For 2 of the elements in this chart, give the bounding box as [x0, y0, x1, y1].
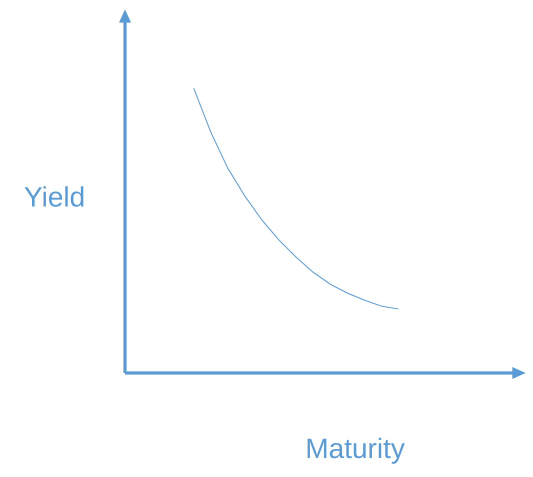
y-axis-title: Yield — [24, 186, 84, 207]
x-axis-title: Maturity — [308, 438, 405, 464]
